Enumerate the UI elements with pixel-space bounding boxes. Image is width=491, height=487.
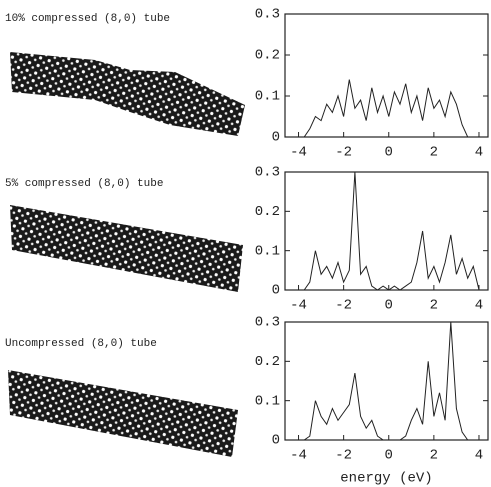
plot-frame [284,321,489,441]
spectrum-line [287,171,485,291]
y-tick-label: 0.3 [255,315,280,331]
tube-10pct [10,52,245,136]
x-axis-label: energy (eV) [340,471,432,487]
x-tick-label: -2 [335,448,352,464]
x-tick-label: -4 [290,448,307,464]
y-tick-label: 0.1 [255,89,280,105]
x-tick-label: -2 [335,298,352,314]
x-tick-label: 0 [385,448,393,464]
panel-title: 10% compressed (8,0) tube [5,13,170,25]
y-tick-label: 0 [272,433,280,449]
y-tick-label: 0.1 [255,243,280,259]
y-tick-label: 0 [272,283,280,299]
x-tick-label: 4 [475,298,483,314]
tube-5pct [10,205,243,292]
x-tick-label: 4 [475,448,483,464]
y-tick-label: 0.2 [255,48,280,64]
panel-title: 5% compressed (8,0) tube [5,178,163,190]
x-tick-label: -4 [290,145,307,161]
plot-frame [284,13,489,138]
y-tick-label: 0.1 [255,393,280,409]
y-tick-label: 0 [272,130,280,146]
x-tick-label: -2 [335,145,352,161]
tube-uncompressed [8,370,238,457]
plot-frame [284,171,489,291]
tube-images [8,52,245,457]
x-tick-label: 0 [385,145,393,161]
panel-title: Uncompressed (8,0) tube [5,338,157,350]
y-tick-label: 0.3 [255,165,280,181]
x-tick-label: 2 [430,448,438,464]
x-tick-label: 2 [430,145,438,161]
x-tick-label: 0 [385,298,393,314]
y-tick-label: 0.2 [255,204,280,220]
x-tick-label: 4 [475,145,483,161]
y-tick-label: 0.2 [255,354,280,370]
spectrum-line [287,79,485,138]
x-tick-label: -4 [290,298,307,314]
y-tick-label: 0.3 [255,7,280,23]
spectrum-line [287,321,485,441]
x-tick-label: 2 [430,298,438,314]
